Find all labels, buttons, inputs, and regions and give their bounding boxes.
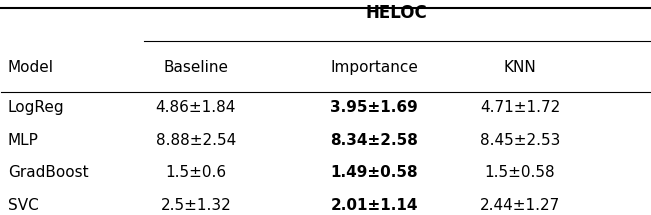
Text: 3.95±1.69: 3.95±1.69 xyxy=(330,100,418,115)
Text: 4.86±1.84: 4.86±1.84 xyxy=(156,100,236,115)
Text: 8.45±2.53: 8.45±2.53 xyxy=(480,133,560,148)
Text: 1.49±0.58: 1.49±0.58 xyxy=(330,165,418,180)
Text: MLP: MLP xyxy=(8,133,39,148)
Text: HELOC: HELOC xyxy=(366,4,428,22)
Text: 2.5±1.32: 2.5±1.32 xyxy=(161,198,231,213)
Text: 4.71±1.72: 4.71±1.72 xyxy=(480,100,560,115)
Text: Importance: Importance xyxy=(330,60,418,75)
Text: 2.44±1.27: 2.44±1.27 xyxy=(480,198,560,213)
Text: KNN: KNN xyxy=(504,60,536,75)
Text: 1.5±0.58: 1.5±0.58 xyxy=(484,165,555,180)
Text: SVC: SVC xyxy=(8,198,38,213)
Text: GradBoost: GradBoost xyxy=(8,165,89,180)
Text: Baseline: Baseline xyxy=(163,60,229,75)
Text: Model: Model xyxy=(8,60,54,75)
Text: 8.88±2.54: 8.88±2.54 xyxy=(156,133,236,148)
Text: 2.01±1.14: 2.01±1.14 xyxy=(330,198,418,213)
Text: 1.5±0.6: 1.5±0.6 xyxy=(165,165,227,180)
Text: 8.34±2.58: 8.34±2.58 xyxy=(330,133,418,148)
Text: LogReg: LogReg xyxy=(8,100,64,115)
